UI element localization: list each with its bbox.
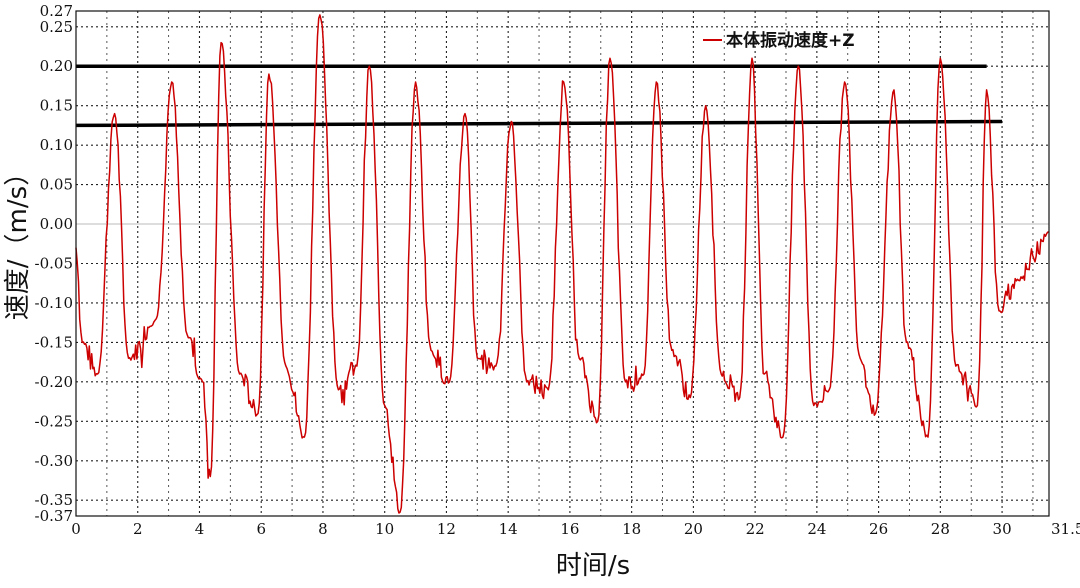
x-tick-label: 16 — [560, 520, 579, 538]
y-tick-label: 0.20 — [40, 57, 73, 75]
x-tick-label: 0 — [71, 520, 81, 538]
y-tick-label: -0.05 — [35, 255, 73, 273]
x-tick-label: 26 — [869, 520, 888, 538]
x-tick-label: 14 — [499, 520, 518, 538]
x-tick-label: 12 — [437, 520, 456, 538]
y-tick-label: 0.10 — [40, 136, 73, 154]
y-tick-label: 0.15 — [40, 97, 73, 115]
y-axis-label: 速度/（m/s） — [3, 160, 33, 320]
y-tick-label: -0.37 — [35, 507, 73, 525]
y-tick-label: 0.05 — [40, 176, 73, 194]
x-tick-label: 22 — [746, 520, 765, 538]
y-tick-label: -0.15 — [35, 333, 73, 351]
y-tick-label: -0.25 — [35, 412, 73, 430]
x-tick-label: 30 — [993, 520, 1012, 538]
x-tick-label: 24 — [807, 520, 826, 538]
y-tick-label: 0.00 — [40, 215, 73, 233]
x-tick-label: 20 — [684, 520, 703, 538]
x-tick-label: 4 — [195, 520, 205, 538]
x-tick-label: 10 — [375, 520, 394, 538]
x-tick-label: 6 — [256, 520, 266, 538]
y-tick-label: 0.25 — [40, 18, 73, 36]
x-end-label: 31.52 — [1051, 520, 1080, 538]
x-axis-label: 时间/s — [556, 551, 630, 581]
legend-label: 本体振动速度+Z — [726, 30, 855, 51]
legend: 本体振动速度+Z — [703, 30, 855, 51]
x-tick-label: 2 — [133, 520, 143, 538]
x-tick-label: 28 — [931, 520, 950, 538]
x-tick-label: 8 — [318, 520, 328, 538]
x-tick-label: 18 — [622, 520, 641, 538]
y-tick-label: -0.10 — [35, 294, 73, 312]
y-tick-label: -0.20 — [35, 373, 73, 391]
y-tick-label: -0.30 — [35, 452, 73, 470]
